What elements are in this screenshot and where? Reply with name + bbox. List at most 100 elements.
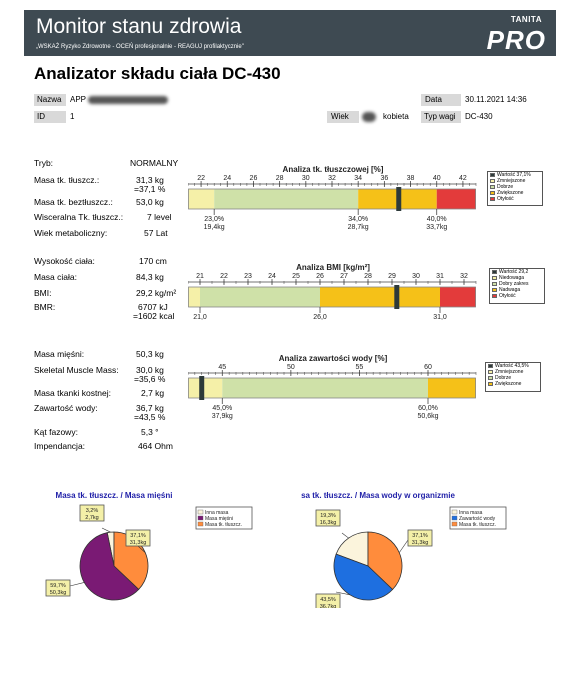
bmi-band-3 <box>440 287 476 307</box>
bmi-tick-label-2: 22 <box>220 273 228 280</box>
fat-annotation-0-line1: 23,0% <box>204 216 224 223</box>
bmi-label: BMI: <box>34 288 52 298</box>
impedance-label: Impendancja: <box>34 441 86 451</box>
weigh-type-label-cell <box>421 111 461 123</box>
bmi-tick-label-7: 27 <box>340 273 348 280</box>
fat-tick-label-9: 40 <box>433 175 441 182</box>
fat-tick-label-0: 22 <box>197 175 205 182</box>
bmi-analysis-chart: Analiza BMI [kg/m²]202122232425262728293… <box>172 260 478 332</box>
fat-annotation-2-line1: 40,0% <box>427 216 447 223</box>
water-tick-label-2: 55 <box>356 364 364 371</box>
fatwater-callout-0-line1: 19,3% <box>320 513 336 519</box>
bmi-legend-label-1: Niedowaga <box>499 275 525 281</box>
fatwater-pie-legend-swatch-1 <box>451 515 458 521</box>
name-value: APP <box>70 95 87 104</box>
fatmuscle-callout-line-1 <box>69 582 85 587</box>
gender-value: kobieta <box>383 112 409 121</box>
fatmuscle-slice-1 <box>79 532 140 601</box>
fat-tick-label-1: 24 <box>223 175 231 182</box>
fat-annotation-0-line2: 19,4kg <box>204 224 225 231</box>
fatwater-slice-0 <box>335 531 369 567</box>
name-label: Nazwa <box>37 95 62 104</box>
fat-legend-swatch-4 <box>490 197 495 201</box>
bmi-tick-label-10: 30 <box>412 273 420 280</box>
water-legend-label-3: Zwiększone <box>495 381 522 387</box>
fat-mass-label: Masa tk. tłuszcz.: <box>34 175 100 185</box>
water-value-marker <box>199 376 205 400</box>
bmi-bar-frame <box>188 286 476 308</box>
bmi-legend-swatch-0 <box>492 270 497 274</box>
bmr-value: 6707 kJ <box>138 302 168 312</box>
fatwater-pie-legend-label-0: Inna masa <box>459 510 483 516</box>
bmi-tick-label-1: 21 <box>196 273 204 280</box>
water-tick-label-1: 50 <box>287 364 295 371</box>
water-annotation-1-line1: 60,0% <box>418 405 438 412</box>
bone-mass-label: Masa tkanki kostnej: <box>34 388 112 398</box>
impedance-value: 464 Ohm <box>138 441 173 451</box>
fatmuscle-callout-2-line1: 37,1% <box>130 533 146 539</box>
water-chart-title: Analiza zawartości wody [%] <box>279 354 388 363</box>
fatmuscle-pie-title: Masa tk. tłuszcz. / Masa mięśni <box>56 491 173 500</box>
water-tick-label-3: 60 <box>424 364 432 371</box>
water-legend-swatch-0 <box>488 364 493 368</box>
fat-tick-label-2: 26 <box>250 175 258 182</box>
bmi-value: 29,2 kg/m² <box>136 288 177 298</box>
metabolic-age-label: Wiek metaboliczny: <box>34 228 108 238</box>
bmi-band-1 <box>200 287 320 307</box>
fat-legend-item-3: Zwiększone <box>488 190 542 196</box>
bmi-legend-label-3: Nadwaga <box>499 287 521 293</box>
fatwater-callout-line-0 <box>341 532 349 539</box>
fatwater-slice-2 <box>367 531 403 591</box>
water-legend-item-3: Zwiększone <box>486 381 540 387</box>
fatwater-callout-2-line1: 37,1% <box>412 533 428 539</box>
fatmuscle-callout-box-0 <box>79 504 105 522</box>
id-label-cell <box>34 111 66 123</box>
fatmuscle-pie-legend-swatch-1 <box>197 515 204 521</box>
id-value: 1 <box>70 112 75 121</box>
fatmuscle-pie-legend-label-2: Masa tk. tłuszcz. <box>205 522 242 528</box>
water-content-value: 36,7 kg <box>136 403 164 413</box>
fat-tick-label-5: 32 <box>328 175 336 182</box>
water-band-2 <box>428 378 476 398</box>
bmi-tick-label-12: 32 <box>460 273 468 280</box>
fatmuscle-pie-legend-label-0: Inna masa <box>205 510 229 516</box>
fatmuscle-callout-box-2 <box>125 529 151 547</box>
fatwater-pie-title: sa tk. tłuszcz. / Masa wody w organizmie <box>301 491 455 500</box>
bmi-tick-label-8: 28 <box>364 273 372 280</box>
fat-tick-label-6: 34 <box>354 175 362 182</box>
water-legend-item-2: Dobrze <box>486 375 540 381</box>
height-value: 170 cm <box>139 256 167 266</box>
bmi-tick-label-9: 29 <box>388 273 396 280</box>
fat-tick-label-7: 36 <box>380 175 388 182</box>
skeletal-muscle-percent: =35,6 % <box>134 374 166 384</box>
visceral-fat-value: 7 level <box>147 212 172 222</box>
water-legend-item-1: Zmniejszone <box>486 369 540 375</box>
fatmuscle-callout-box-1 <box>45 579 71 597</box>
bmi-legend-label-2: Dobry zakres <box>499 281 529 287</box>
fatwater-callout-2-line2: 31,3kg <box>412 540 429 546</box>
water-legend-swatch-1 <box>488 370 493 374</box>
bmi-legend-swatch-4 <box>492 294 497 298</box>
fatmuscle-callout-0-line2: 2,7kg <box>85 515 98 521</box>
date-label: Data <box>425 95 442 104</box>
bmi-legend-swatch-1 <box>492 276 497 280</box>
fatmuscle-callout-1-line1: 59,7% <box>50 583 66 589</box>
fat-legend-label-0: Wartość 37,1% <box>497 172 531 178</box>
fat-legend-label-1: Zmniejszone <box>497 178 526 184</box>
skeletal-muscle-label: Skeletal Muscle Mass: <box>34 365 119 375</box>
fatwater-callout-1-line2: 36,7kg <box>320 604 337 608</box>
bmi-chart-title: Analiza BMI [kg/m²] <box>296 263 370 272</box>
fatwater-callout-0-line2: 16,3kg <box>320 520 337 526</box>
fatmuscle-callout-2-line2: 31,3kg <box>130 540 147 546</box>
water-bar-frame <box>188 377 476 399</box>
fat-tick-label-3: 28 <box>276 175 284 182</box>
water-legend-item-0: Wartość 43,5% <box>486 363 540 369</box>
water-content-percent: =43,5 % <box>134 412 166 422</box>
bmr-kcal: =1602 kcal <box>133 311 175 321</box>
id-label: ID <box>37 112 45 121</box>
water-annotation-0-line1: 45,0% <box>212 405 232 412</box>
fat-tick-label-4: 30 <box>302 175 310 182</box>
fatwater-pie-legend-label-2: Masa tk. tłuszcz. <box>459 522 496 528</box>
fat-mass-percent: =37,1 % <box>134 184 166 194</box>
water-legend-swatch-2 <box>488 376 493 380</box>
